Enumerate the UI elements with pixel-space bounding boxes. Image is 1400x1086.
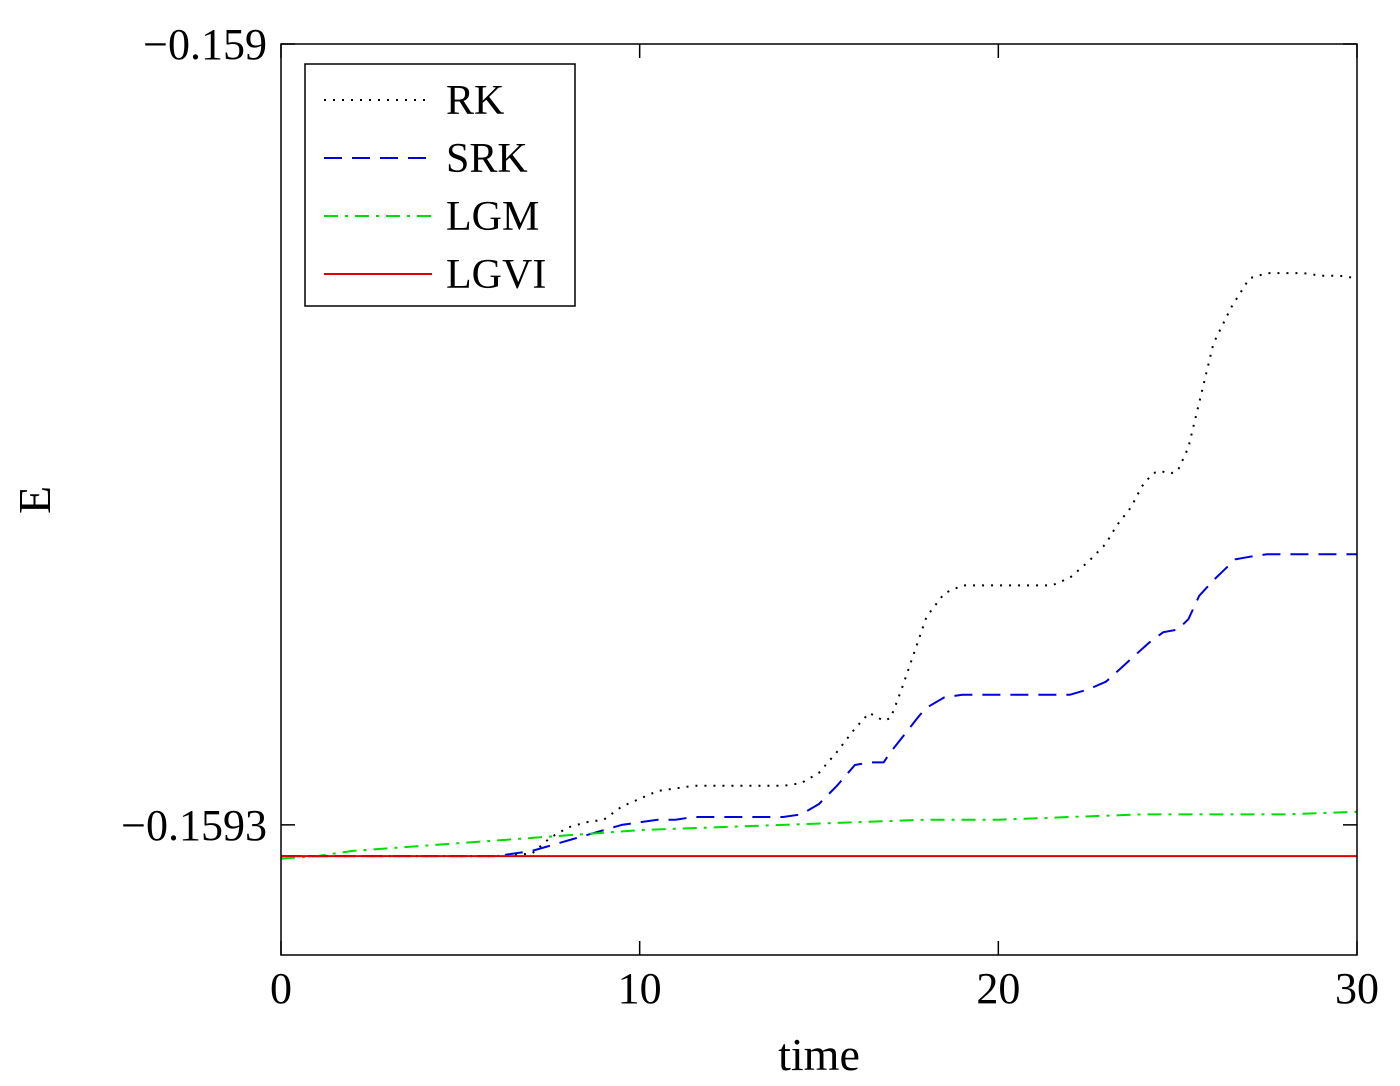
x-tick-label: 10 (618, 964, 662, 1013)
x-tick-label: 30 (1335, 964, 1379, 1013)
y-axis-label: E (9, 486, 60, 514)
legend-label-rk: RK (446, 78, 504, 124)
legend-label-lgvi: LGVI (446, 252, 546, 298)
plot-frame (280, 43, 1358, 956)
x-tick-label: 0 (270, 964, 292, 1013)
y-tick-label: −0.1593 (121, 801, 267, 850)
series-layer (280, 272, 1358, 860)
series-line-lgm (280, 810, 1358, 860)
ticks-layer: 0 10 20 30 −0.159 −0.1593 (121, 20, 1379, 1013)
x-axis-label: time (778, 1029, 860, 1080)
series-line-srk (281, 553, 1357, 858)
series-line-rk (281, 272, 1358, 858)
legend-box (304, 63, 576, 307)
legend-label-lgm: LGM (446, 194, 539, 240)
legend-label-srk: SRK (446, 136, 528, 182)
y-tick-label: −0.159 (143, 20, 267, 69)
x-tick-label: 20 (976, 964, 1020, 1013)
legend: RK SRK LGM LGVI (304, 63, 576, 307)
